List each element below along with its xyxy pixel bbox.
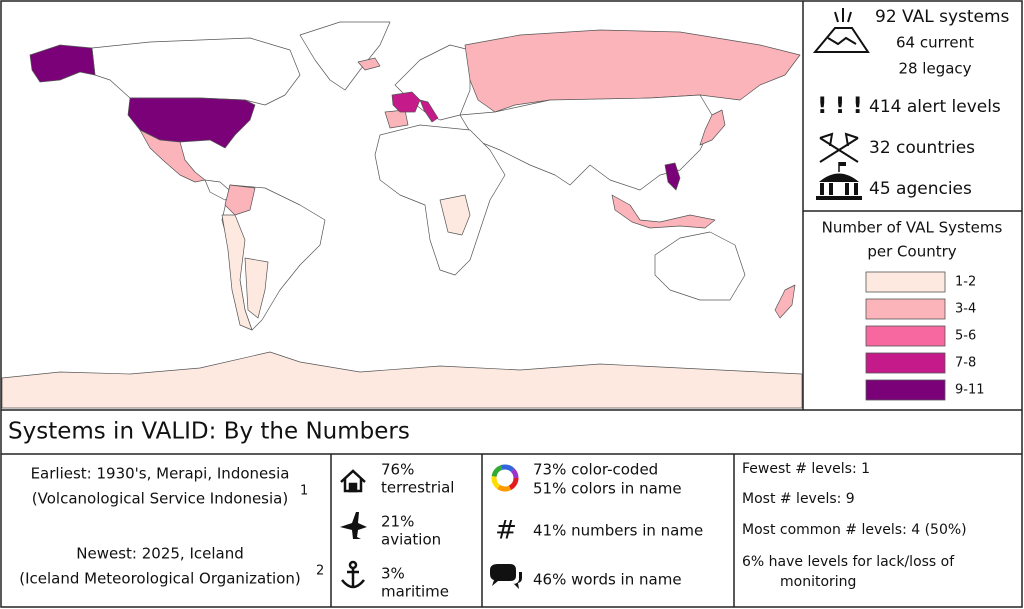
iceland <box>357 57 381 71</box>
monitoring-levels: 6% have levels for lack/loss of <box>742 554 955 570</box>
alert-icon: ! ! ! <box>817 94 862 119</box>
italy <box>419 99 439 123</box>
legend-label: 1-2 <box>955 275 976 290</box>
color-wheel-icon <box>491 464 519 492</box>
house-icon <box>340 469 366 493</box>
newest: Newest: 2025, Iceland <box>76 545 243 563</box>
chile-peru <box>221 214 253 331</box>
earliest: Earliest: 1930's, Merapi, Indonesia <box>31 465 290 483</box>
speech-icon <box>490 564 522 589</box>
numbers-in-name: 41% numbers in name <box>533 522 703 540</box>
words-in-name: 46% words in name <box>533 571 682 589</box>
legend-swatch <box>865 271 946 293</box>
legend-swatch <box>865 352 946 374</box>
japan <box>699 109 726 146</box>
indonesia <box>611 194 716 229</box>
fewest-levels: Fewest # levels: 1 <box>742 461 870 477</box>
legend-swatch <box>865 325 946 347</box>
philippines <box>664 162 681 191</box>
australia <box>654 231 746 301</box>
mode-percent: 3% <box>381 565 405 583</box>
stat-agencies: 45 agencies <box>869 179 972 199</box>
stat-total: 92 VAL systems <box>875 7 1010 27</box>
legend-title: per Country <box>867 243 956 261</box>
greenland <box>299 21 391 91</box>
earliest-agency: (Volcanological Service Indonesia) <box>32 490 288 508</box>
newest-agency: (Iceland Meteorological Organization) <box>19 570 301 588</box>
legend-label: 7-8 <box>955 356 976 371</box>
new-zealand <box>774 284 796 319</box>
mode-label: maritime <box>381 583 449 601</box>
russia <box>464 29 801 113</box>
flags-icon <box>819 132 859 163</box>
stat-alert-levels: 414 alert levels <box>869 97 1001 117</box>
hash-icon: # <box>495 516 517 546</box>
legend-title: Number of VAL Systems <box>822 219 1003 237</box>
panel-title: Systems in VALID: By the Numbers <box>8 419 410 445</box>
monitoring-levels: monitoring <box>780 574 856 590</box>
asia <box>459 94 716 191</box>
mode-stats: 76%terrestrial 21%aviation 3%maritime <box>381 461 454 601</box>
mode-percent: 76% <box>381 461 414 479</box>
color-coded: 73% color-coded <box>533 461 658 479</box>
drc <box>439 194 471 236</box>
volcano-icon <box>812 8 870 53</box>
mode-label: terrestrial <box>381 479 454 497</box>
mode-label: aviation <box>381 531 441 549</box>
argentina <box>244 257 269 319</box>
colombia <box>224 184 256 216</box>
legend-label: 9-11 <box>955 383 985 398</box>
plane-icon <box>340 512 367 539</box>
france <box>391 91 421 113</box>
mode-percent: 21% <box>381 513 414 531</box>
anchor-icon <box>341 560 365 589</box>
most-levels: Most # levels: 9 <box>742 491 855 507</box>
legend-swatch <box>865 379 946 401</box>
stat-current: 64 current <box>896 34 974 52</box>
footnote-mark: 1 <box>300 484 308 499</box>
antarctica <box>1 351 803 409</box>
legend-label: 3-4 <box>955 302 976 317</box>
footnote-mark: 2 <box>316 564 324 579</box>
alaska <box>29 44 96 83</box>
common-levels: Most common # levels: 4 (50%) <box>742 522 967 538</box>
legend: 1-2 3-4 5-6 7-8 9-11 <box>865 271 985 401</box>
legend-swatch <box>865 298 946 320</box>
agency-icon <box>816 162 862 200</box>
colors-in-name: 51% colors in name <box>533 480 682 498</box>
stat-countries: 32 countries <box>869 138 975 158</box>
stat-legacy: 28 legacy <box>898 60 971 78</box>
world-map <box>1 1 803 409</box>
canada <box>91 37 301 106</box>
legend-label: 5-6 <box>955 329 976 344</box>
